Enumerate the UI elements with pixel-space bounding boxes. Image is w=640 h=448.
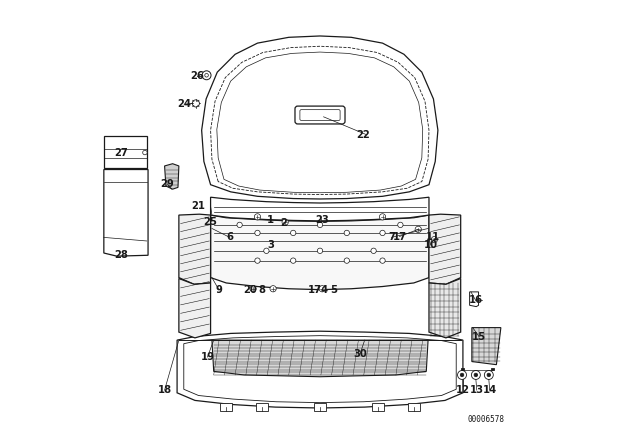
Polygon shape (429, 279, 461, 338)
Text: 4: 4 (321, 285, 328, 295)
Circle shape (317, 222, 323, 228)
Text: 14: 14 (483, 385, 497, 395)
Text: 9: 9 (216, 285, 223, 295)
Text: 2: 2 (280, 218, 287, 228)
Text: 27: 27 (114, 147, 128, 158)
Polygon shape (212, 340, 428, 377)
Circle shape (344, 230, 349, 236)
Text: 1: 1 (268, 215, 275, 225)
Circle shape (291, 230, 296, 236)
Text: 13: 13 (470, 385, 484, 395)
Circle shape (291, 258, 296, 263)
Circle shape (460, 373, 464, 377)
Circle shape (380, 214, 386, 220)
Text: 22: 22 (356, 129, 370, 140)
Text: 15: 15 (472, 332, 486, 341)
Polygon shape (179, 279, 211, 338)
Text: 10: 10 (424, 240, 438, 250)
Text: 6: 6 (227, 233, 234, 242)
Text: 00006578: 00006578 (467, 415, 504, 424)
Circle shape (237, 222, 243, 228)
Circle shape (205, 73, 209, 77)
Text: 20: 20 (243, 285, 257, 295)
Circle shape (255, 230, 260, 236)
Polygon shape (211, 197, 429, 221)
Circle shape (380, 230, 385, 236)
Text: 24: 24 (177, 99, 191, 109)
Circle shape (344, 258, 349, 263)
Text: 28: 28 (114, 250, 128, 260)
Bar (372, 403, 384, 411)
Text: 5: 5 (330, 285, 337, 295)
Circle shape (484, 370, 493, 379)
Text: 26: 26 (190, 71, 204, 81)
Polygon shape (177, 331, 463, 408)
Circle shape (371, 248, 376, 254)
Text: 25: 25 (204, 217, 218, 227)
Bar (220, 403, 232, 411)
Text: 19: 19 (200, 352, 214, 362)
Circle shape (474, 373, 477, 377)
Circle shape (380, 258, 385, 263)
Polygon shape (470, 292, 479, 306)
Polygon shape (472, 327, 501, 365)
Circle shape (319, 286, 325, 292)
Polygon shape (429, 214, 461, 284)
Text: 16: 16 (468, 295, 483, 305)
Text: 8: 8 (259, 285, 266, 295)
Circle shape (255, 258, 260, 263)
Circle shape (270, 286, 276, 292)
Circle shape (264, 248, 269, 254)
Circle shape (431, 237, 438, 243)
Bar (408, 403, 420, 411)
Circle shape (143, 151, 147, 155)
Circle shape (472, 370, 481, 379)
Circle shape (254, 214, 260, 220)
Text: 11: 11 (426, 232, 440, 241)
Bar (314, 403, 326, 411)
FancyBboxPatch shape (295, 106, 345, 124)
Polygon shape (211, 215, 429, 290)
Text: 17: 17 (308, 285, 322, 295)
Text: 18: 18 (157, 385, 172, 395)
Circle shape (397, 222, 403, 228)
Bar (256, 403, 268, 411)
Polygon shape (104, 169, 148, 256)
Polygon shape (104, 136, 147, 168)
Polygon shape (164, 164, 179, 189)
Text: 21: 21 (191, 201, 205, 211)
Circle shape (458, 370, 467, 379)
Polygon shape (202, 36, 438, 199)
Circle shape (282, 219, 288, 225)
Circle shape (202, 71, 211, 80)
Text: 3: 3 (268, 241, 275, 250)
Circle shape (192, 100, 200, 107)
Text: 17: 17 (392, 232, 406, 241)
Circle shape (487, 373, 491, 377)
Text: 29: 29 (161, 179, 174, 189)
Circle shape (250, 286, 256, 292)
Polygon shape (179, 214, 211, 284)
Circle shape (317, 248, 323, 254)
Circle shape (415, 226, 421, 233)
Text: 23: 23 (315, 215, 329, 225)
Text: 7: 7 (388, 233, 395, 242)
Text: 30: 30 (353, 349, 367, 358)
Text: 12: 12 (456, 385, 470, 395)
